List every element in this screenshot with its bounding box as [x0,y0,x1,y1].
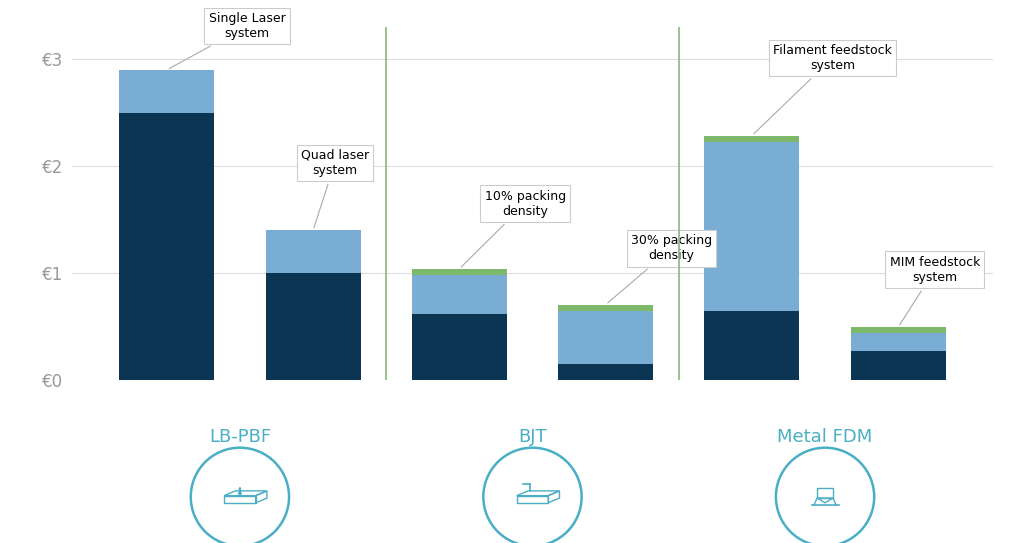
Bar [412,269,507,275]
Bar [851,333,946,351]
Text: MIM feedstock
system: MIM feedstock system [890,256,980,325]
Bar [265,273,360,380]
Text: 30% packing
density: 30% packing density [607,235,712,303]
Bar [265,230,360,273]
Text: Filament feedstock
system: Filament feedstock system [754,44,892,134]
Bar [558,364,653,380]
Bar [705,311,800,380]
Bar [558,311,653,364]
Bar [558,305,653,311]
Text: Quad laser
system: Quad laser system [301,149,369,228]
Bar [119,113,214,380]
Bar [412,275,507,314]
Bar [851,351,946,380]
Text: BJT: BJT [518,428,547,446]
Text: Metal FDM: Metal FDM [777,428,872,446]
Bar [705,136,800,142]
Bar [851,327,946,333]
Text: LB-PBF: LB-PBF [209,428,271,446]
Text: 10% packing
density: 10% packing density [461,190,565,267]
Bar [412,314,507,380]
Text: Single Laser
system: Single Laser system [169,12,286,68]
Bar [705,142,800,311]
Bar [119,70,214,113]
